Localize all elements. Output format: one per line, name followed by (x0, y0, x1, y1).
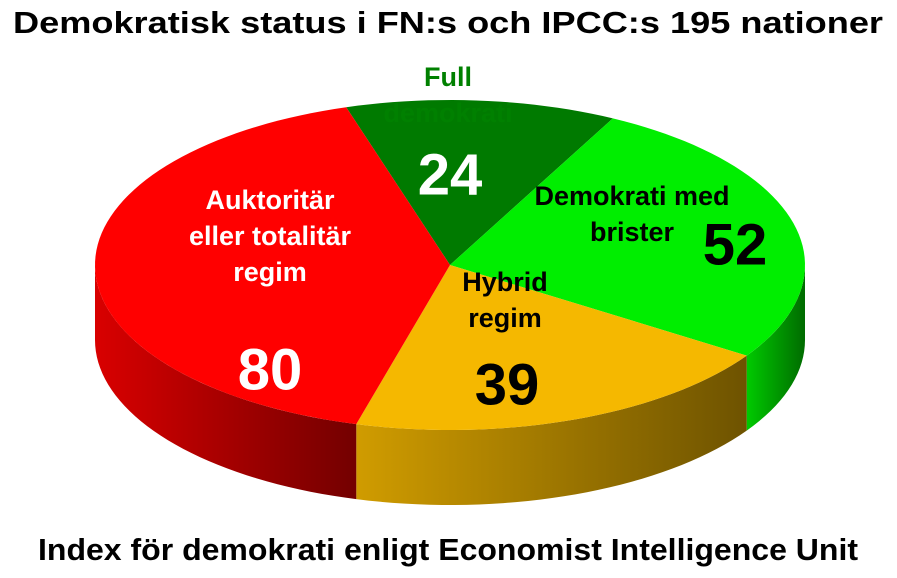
chart-title: Demokratisk status i FN:s och IPCC:s 195… (13, 5, 883, 40)
slice (95, 107, 451, 425)
chart-subtitle: Index för demokrati enligt Economist Int… (38, 532, 858, 567)
slice-side (95, 265, 357, 500)
value-label: 39 (474, 352, 540, 418)
value-label: 80 (237, 337, 303, 403)
slice (356, 265, 747, 430)
slice-label: Auktoritär eller totalitär regim (188, 185, 352, 287)
slice (346, 100, 613, 265)
slice-label: Demokrati med brister (534, 181, 730, 247)
value-label: 52 (702, 212, 768, 278)
slice-side (356, 355, 747, 505)
value-label: 24 (417, 142, 483, 208)
slice-side (746, 265, 805, 431)
slice (450, 118, 805, 356)
slice-label: Full demokrati (383, 62, 513, 128)
slice-label: Hybrid regim (462, 267, 548, 333)
